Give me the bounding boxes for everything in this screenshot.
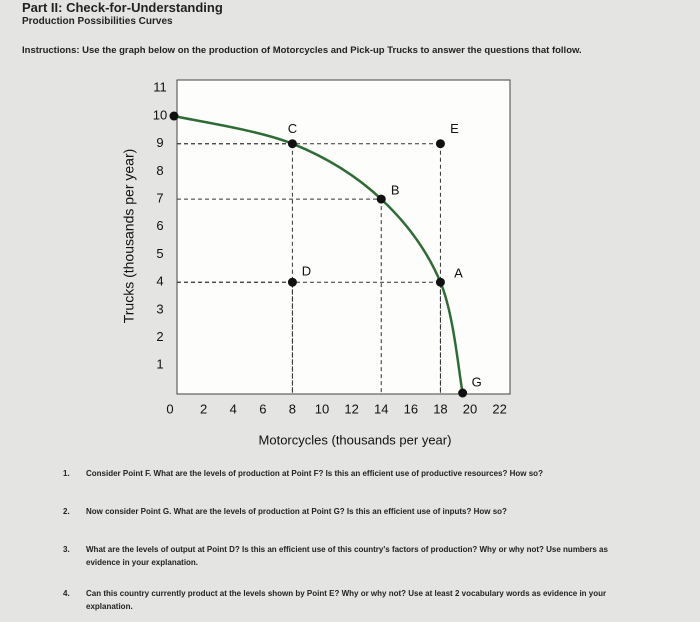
y-tick-label: 10 xyxy=(153,107,167,122)
title: Part II: Check-for-Understanding xyxy=(22,0,223,15)
y-tick-label: 11 xyxy=(153,80,167,95)
point xyxy=(435,139,445,149)
point-label: G xyxy=(472,374,482,389)
question-text: What are the levels of output at Point D… xyxy=(86,545,608,567)
point-label: B xyxy=(391,183,400,198)
x-tick-label: 14 xyxy=(374,401,388,416)
point-label: D xyxy=(302,264,311,279)
instructions: Instructions: Use the graph below on the… xyxy=(22,45,582,56)
x-tick-label: 0 xyxy=(166,401,173,416)
x-tick-label: 16 xyxy=(404,401,418,416)
y-tick-label: 4 xyxy=(156,274,163,289)
x-tick-label: 2 xyxy=(200,401,207,416)
y-tick-label: 7 xyxy=(156,191,163,206)
x-tick-label: 12 xyxy=(344,401,358,416)
question-number: 3. xyxy=(63,545,70,554)
x-tick-label: 8 xyxy=(289,401,296,416)
y-tick-label: 3 xyxy=(156,301,163,316)
question-number: 4. xyxy=(63,589,70,598)
x-axis-label: Motorcycles (thousands per year) xyxy=(259,432,452,447)
y-tick-label: 8 xyxy=(156,163,163,178)
point xyxy=(169,111,179,121)
y-tick-label: 1 xyxy=(156,357,163,372)
question-number: 2. xyxy=(63,507,70,516)
x-tick-label: 18 xyxy=(433,401,447,416)
point-label: C xyxy=(288,121,297,136)
x-tick-label: 6 xyxy=(259,401,266,416)
y-tick-label: 2 xyxy=(156,329,163,344)
point xyxy=(287,139,297,149)
chart: Motorcycles (thousands per year) Trucks … xyxy=(121,79,511,447)
question-number: 1. xyxy=(63,469,70,478)
point-label: A xyxy=(454,266,463,281)
x-tick-label: 10 xyxy=(315,401,329,416)
x-tick-label: 20 xyxy=(463,401,477,416)
question-text: Now consider Point G. What are the level… xyxy=(86,507,507,516)
x-tick-label: 4 xyxy=(230,401,237,416)
question-text: Consider Point F. What are the levels of… xyxy=(86,469,543,478)
point-label: E xyxy=(450,121,459,136)
point xyxy=(287,277,297,287)
y-tick-label: 6 xyxy=(156,218,163,233)
question-text: Can this country currently product at th… xyxy=(86,589,607,611)
point xyxy=(458,388,468,398)
y-tick-label: 5 xyxy=(156,246,163,261)
point xyxy=(376,194,386,204)
subtitle: Production Possibilities Curves xyxy=(22,16,173,27)
y-tick-label: 9 xyxy=(156,135,163,150)
x-tick-label: 22 xyxy=(492,401,506,416)
point xyxy=(435,277,445,287)
y-axis-label: Trucks (thousands per year) xyxy=(121,149,137,324)
